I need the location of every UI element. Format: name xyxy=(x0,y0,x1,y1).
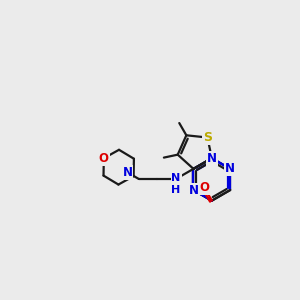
Text: O: O xyxy=(99,152,109,165)
Text: N: N xyxy=(122,166,132,179)
Text: S: S xyxy=(203,131,212,144)
Text: N
H: N H xyxy=(171,173,181,195)
Text: N: N xyxy=(188,184,199,196)
Text: O: O xyxy=(199,181,209,194)
Text: N: N xyxy=(225,162,235,175)
Text: N: N xyxy=(207,152,217,165)
Text: N: N xyxy=(207,152,217,165)
